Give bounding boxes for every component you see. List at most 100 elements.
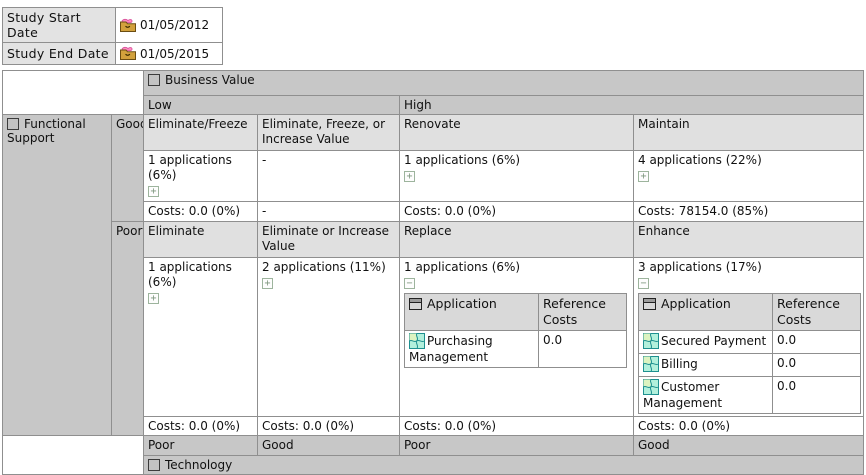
application-name[interactable]: Customer Management — [643, 380, 723, 410]
costs-cell: Costs: 0.0 (0%) — [143, 416, 258, 437]
apps-count: 3 applications (17%) — [638, 259, 762, 274]
study-start-date[interactable]: 01/05/2012 — [140, 18, 210, 32]
portfolio-matrix-table: Business Value Low High Functional Suppo… — [2, 70, 864, 475]
costs-cell: Costs: 78154.0 (85%) — [633, 200, 864, 222]
reference-cost-value: 0.0 — [538, 330, 627, 369]
functional-support-header: Functional Support — [2, 113, 112, 437]
application-table: Application Reference Costs Secured Paym… — [638, 293, 861, 415]
reference-cost-value: 0.0 — [772, 353, 861, 378]
strategy-cell-maintain: Maintain — [633, 114, 864, 151]
application-name[interactable]: Billing — [661, 357, 698, 372]
apps-cell: 2 applications (11%) + — [257, 256, 400, 418]
date-picker-icon[interactable] — [119, 18, 137, 33]
application-icon — [643, 379, 659, 396]
technology-header: Technology — [143, 455, 864, 475]
application-row: Billing 0.0 — [638, 353, 861, 378]
strategy-cell-eliminate-freeze-increase: Eliminate, Freeze, or Increase Value — [257, 114, 400, 151]
reference-costs-column-header: Reference Costs — [772, 293, 861, 332]
strategy-cell-enhance: Enhance — [633, 220, 864, 258]
functional-support-good-header: Good — [111, 114, 144, 222]
apps-cell: 4 applications (22%) + — [633, 149, 864, 202]
application-header-label: Application — [661, 296, 731, 312]
costs-cell: - — [257, 200, 400, 222]
costs-cell: Costs: 0.0 (0%) — [633, 416, 864, 437]
business-value-low-header: Low — [143, 95, 400, 115]
application-column-header: Application — [404, 293, 539, 332]
apps-cell-replace: 1 applications (6%) − Application Refere… — [399, 256, 634, 418]
study-end-row: Study End Date 01/05/2015 — [2, 42, 223, 65]
application-name-cell[interactable]: Billing — [638, 353, 773, 378]
apps-count: 1 applications (6%) — [404, 259, 521, 274]
costs-cell: Costs: 0.0 (0%) — [257, 416, 400, 437]
collapse-button[interactable]: − — [404, 277, 415, 289]
expand-button[interactable]: + — [148, 293, 159, 305]
application-name-cell[interactable]: Secured Payment — [638, 330, 773, 355]
apps-count: 1 applications (6%) — [148, 259, 232, 289]
business-value-label: Business Value — [165, 73, 255, 87]
business-value-high-header: High — [399, 95, 864, 115]
reference-costs-column-header: Reference Costs — [538, 293, 627, 332]
apps-cell: 1 applications (6%) + — [143, 256, 258, 418]
costs-cell: Costs: 0.0 (0%) — [399, 200, 634, 222]
study-date-table: Study Start Date 01/05/2012 Study End Da… — [2, 7, 223, 65]
application-row: Secured Payment 0.0 — [638, 330, 861, 355]
strategy-cell-eliminate-freeze: Eliminate/Freeze — [143, 114, 258, 151]
functional-support-label: Functional Support — [7, 117, 86, 145]
costs-cell: Costs: 0.0 (0%) — [399, 416, 634, 437]
reference-cost-value: 0.0 — [772, 330, 861, 355]
functional-support-checkbox-icon[interactable] — [7, 118, 19, 130]
study-end-date[interactable]: 01/05/2015 — [140, 46, 210, 61]
application-name-cell[interactable]: Purchasing Management — [404, 330, 539, 369]
application-table: Application Reference Costs Purchasing M… — [404, 293, 627, 369]
apps-count: 1 applications (6%) — [148, 152, 232, 183]
application-column-header: Application — [638, 293, 773, 332]
date-picker-icon[interactable] — [119, 46, 137, 61]
study-start-value-cell[interactable]: 01/05/2012 — [115, 7, 223, 43]
matrix-corner-cell — [2, 70, 144, 115]
apps-cell: - — [257, 149, 400, 202]
study-start-row: Study Start Date 01/05/2012 — [2, 7, 223, 43]
application-name[interactable]: Secured Payment — [661, 334, 767, 349]
collapse-button[interactable]: − — [638, 277, 649, 289]
application-header-label: Application — [427, 296, 497, 312]
technology-value-cell: Good — [633, 435, 864, 457]
technology-value-cell: Poor — [399, 435, 634, 457]
study-end-value-cell[interactable]: 01/05/2015 — [115, 42, 223, 65]
expand-button[interactable]: + — [148, 186, 159, 198]
application-icon — [643, 356, 659, 373]
strategy-cell-eliminate: Eliminate — [143, 220, 258, 258]
apps-cell-enhance: 3 applications (17%) − Application Refer… — [633, 256, 864, 418]
reference-cost-value: 0.0 — [772, 376, 861, 415]
study-start-label: Study Start Date — [2, 7, 116, 43]
apps-cell: 1 applications (6%) + — [399, 149, 634, 202]
study-end-label: Study End Date — [2, 42, 116, 65]
table-icon[interactable] — [409, 298, 422, 311]
table-icon[interactable] — [643, 298, 656, 311]
business-value-checkbox-icon[interactable] — [148, 74, 160, 86]
application-icon — [643, 333, 659, 350]
expand-button[interactable]: + — [262, 277, 273, 289]
expand-button[interactable]: + — [404, 171, 415, 183]
apps-cell: 1 applications (6%) + — [143, 149, 258, 202]
strategy-cell-renovate: Renovate — [399, 114, 634, 151]
functional-support-poor-header: Poor — [111, 220, 144, 437]
application-row: Customer Management 0.0 — [638, 376, 861, 415]
application-row: Purchasing Management 0.0 — [404, 330, 627, 369]
technology-label: Technology — [165, 458, 233, 473]
apps-count: 2 applications (11%) — [262, 259, 386, 274]
strategy-cell-replace: Replace — [399, 220, 634, 258]
technology-value-cell: Good — [257, 435, 400, 457]
strategy-cell-eliminate-increase: Eliminate or Increase Value — [257, 220, 400, 258]
expand-button[interactable]: + — [638, 171, 649, 183]
matrix-bottom-corner-cell — [2, 435, 144, 475]
apps-count: 1 applications (6%) — [404, 152, 521, 167]
costs-cell: Costs: 0.0 (0%) — [143, 200, 258, 222]
apps-count: - — [262, 152, 267, 167]
application-icon — [409, 333, 425, 350]
apps-count: 4 applications (22%) — [638, 152, 762, 167]
technology-checkbox-icon[interactable] — [148, 459, 160, 472]
application-name[interactable]: Purchasing Management — [409, 334, 493, 364]
business-value-header: Business Value — [143, 70, 864, 96]
technology-value-cell: Poor — [143, 435, 258, 457]
application-name-cell[interactable]: Customer Management — [638, 376, 773, 415]
